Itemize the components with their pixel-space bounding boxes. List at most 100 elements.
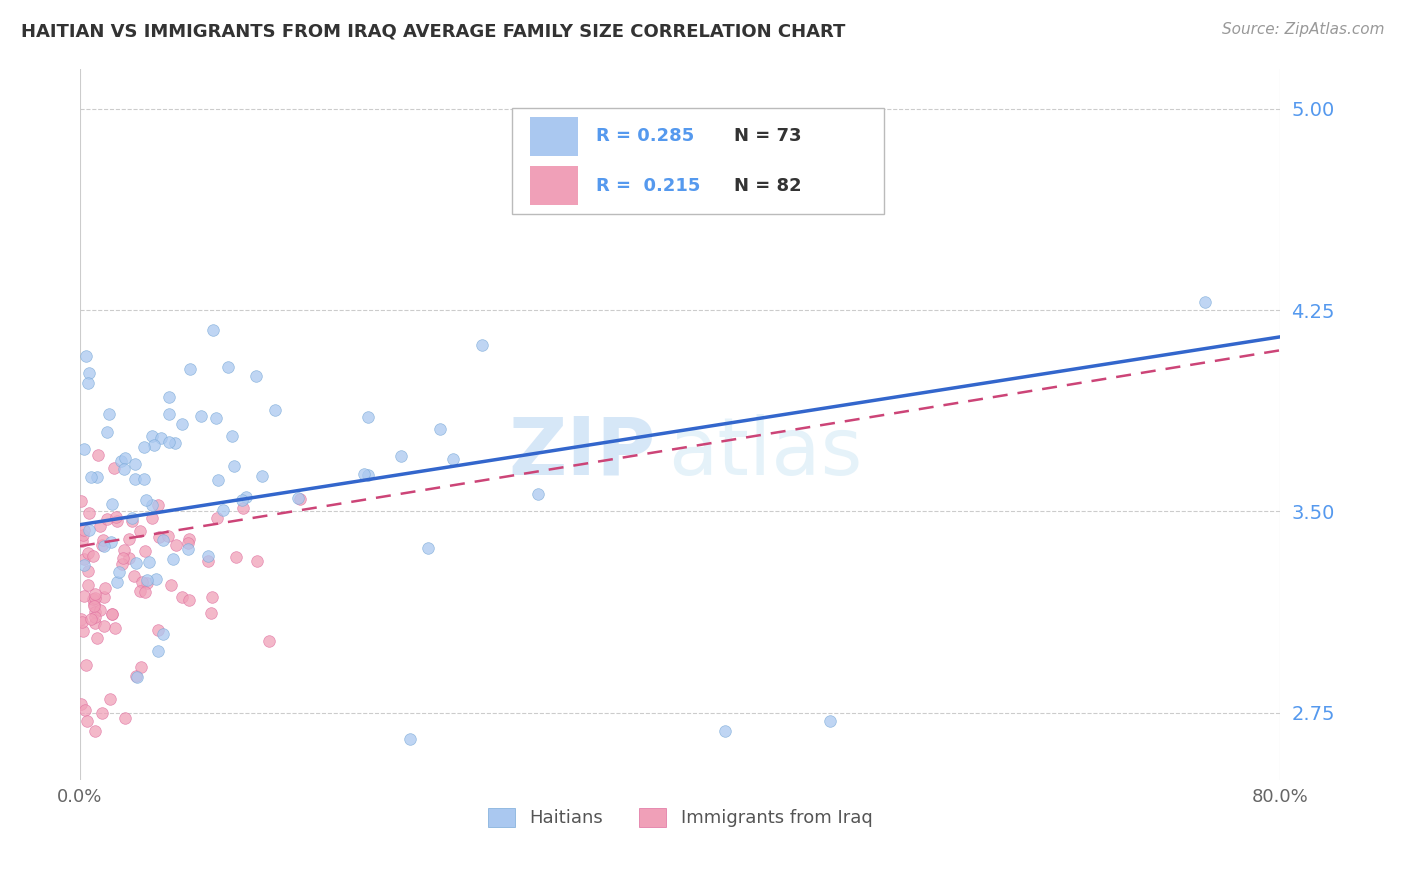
Point bbox=[207, 473, 229, 487]
Point bbox=[101, 497, 124, 511]
Point bbox=[429, 422, 451, 436]
Point bbox=[72, 624, 94, 638]
Point bbox=[141, 511, 163, 525]
Point bbox=[145, 572, 167, 586]
Point bbox=[201, 322, 224, 336]
Point bbox=[83, 597, 105, 611]
Point bbox=[105, 514, 128, 528]
Point bbox=[177, 532, 200, 546]
Point bbox=[86, 631, 108, 645]
Point bbox=[152, 533, 174, 547]
Text: atlas: atlas bbox=[668, 414, 862, 491]
Point bbox=[98, 692, 121, 706]
Point bbox=[205, 510, 228, 524]
Point bbox=[138, 555, 160, 569]
Point bbox=[75, 658, 97, 673]
Point bbox=[225, 549, 247, 564]
Point bbox=[105, 510, 128, 524]
Point bbox=[287, 491, 309, 506]
Point bbox=[83, 610, 105, 624]
Point bbox=[176, 542, 198, 557]
Point bbox=[142, 438, 165, 452]
Point bbox=[148, 498, 170, 512]
Point bbox=[399, 732, 422, 747]
Point bbox=[70, 533, 93, 548]
Point bbox=[157, 390, 180, 404]
Point bbox=[89, 603, 111, 617]
Point bbox=[112, 461, 135, 475]
Point bbox=[114, 711, 136, 725]
Point bbox=[818, 714, 841, 728]
Point bbox=[165, 435, 187, 450]
Point bbox=[91, 533, 114, 547]
Point bbox=[134, 584, 156, 599]
Point bbox=[118, 533, 141, 547]
Point bbox=[73, 523, 96, 537]
Point bbox=[197, 549, 219, 563]
Point bbox=[221, 429, 243, 443]
Point bbox=[146, 624, 169, 638]
Point bbox=[73, 558, 96, 572]
Point bbox=[290, 491, 312, 506]
Point bbox=[76, 577, 98, 591]
Point bbox=[135, 573, 157, 587]
Point bbox=[224, 459, 246, 474]
Point bbox=[83, 605, 105, 619]
Point bbox=[82, 592, 104, 607]
Point bbox=[471, 338, 494, 352]
Point bbox=[177, 593, 200, 607]
Point bbox=[125, 669, 148, 683]
Point bbox=[170, 417, 193, 431]
Point bbox=[70, 612, 93, 626]
Point bbox=[114, 451, 136, 466]
Point bbox=[103, 461, 125, 475]
Point bbox=[128, 584, 150, 599]
Point bbox=[593, 142, 616, 156]
Point bbox=[157, 407, 180, 421]
Point bbox=[75, 703, 97, 717]
Point bbox=[72, 551, 94, 566]
Point bbox=[73, 442, 96, 456]
Point bbox=[127, 670, 149, 684]
Point bbox=[96, 512, 118, 526]
Point bbox=[104, 621, 127, 635]
Point bbox=[93, 618, 115, 632]
Point bbox=[89, 518, 111, 533]
Point bbox=[152, 627, 174, 641]
Point bbox=[80, 612, 103, 626]
Point bbox=[121, 514, 143, 528]
Point bbox=[246, 554, 269, 568]
Point bbox=[91, 706, 114, 720]
Point bbox=[190, 409, 212, 423]
Point bbox=[100, 534, 122, 549]
Point bbox=[77, 376, 100, 390]
Point bbox=[165, 538, 187, 552]
Point bbox=[200, 607, 222, 621]
Point bbox=[200, 591, 222, 605]
Point bbox=[83, 724, 105, 739]
Point bbox=[122, 569, 145, 583]
Point bbox=[353, 467, 375, 481]
Point bbox=[125, 556, 148, 570]
Text: N = 73: N = 73 bbox=[734, 127, 801, 145]
Point bbox=[83, 587, 105, 601]
Point bbox=[76, 564, 98, 578]
Point bbox=[257, 634, 280, 648]
Point bbox=[134, 543, 156, 558]
Point bbox=[357, 468, 380, 483]
Point bbox=[714, 724, 737, 739]
Point bbox=[124, 457, 146, 471]
Point bbox=[129, 660, 152, 674]
Point bbox=[160, 578, 183, 592]
Point bbox=[131, 575, 153, 590]
Point bbox=[389, 449, 412, 463]
Point bbox=[156, 529, 179, 543]
Point bbox=[162, 552, 184, 566]
Point bbox=[128, 524, 150, 539]
Point bbox=[110, 454, 132, 468]
Point bbox=[357, 410, 380, 425]
Point bbox=[91, 538, 114, 552]
Point bbox=[77, 523, 100, 537]
Text: Source: ZipAtlas.com: Source: ZipAtlas.com bbox=[1222, 22, 1385, 37]
Legend: Haitians, Immigrants from Iraq: Haitians, Immigrants from Iraq bbox=[481, 801, 880, 835]
